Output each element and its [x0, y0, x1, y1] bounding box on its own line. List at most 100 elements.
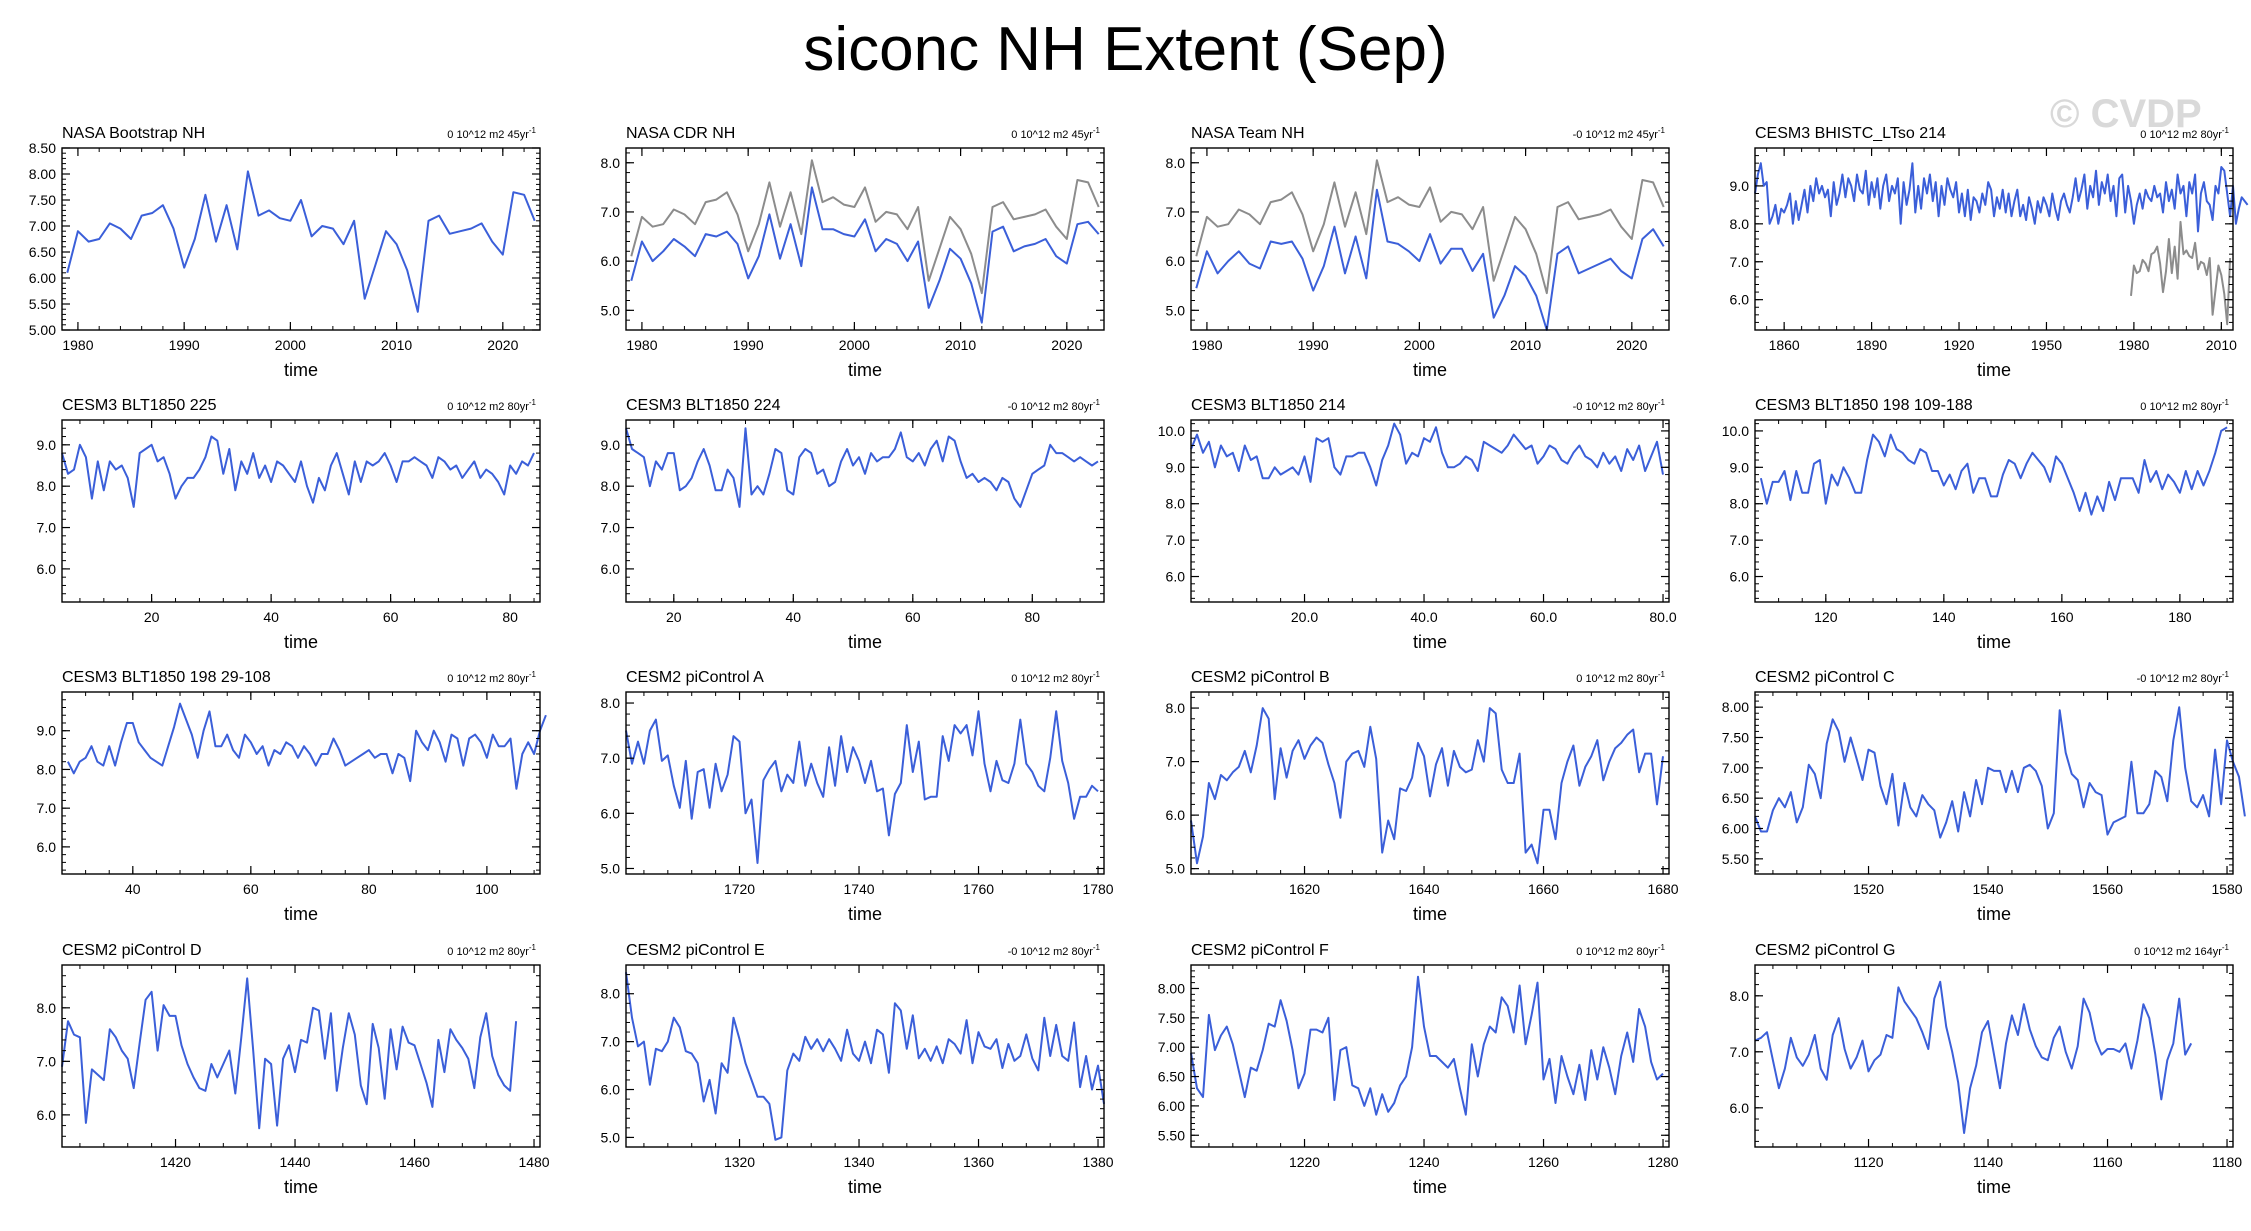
panel-title: CESM3 BLT1850 224 [626, 397, 781, 414]
panel-title: CESM3 BLT1850 198 29-108 [62, 669, 271, 686]
watermark: © CVDP [2050, 92, 2202, 136]
series-line [1754, 980, 2193, 1134]
y-tick-label: 5.00 [29, 322, 56, 338]
panel: CESM3 BHISTC_LTso 214 0 10^12 m2 80yr-1 6.… [1730, 125, 2249, 380]
y-tick-label: 6.0 [1166, 807, 1186, 823]
series-line [2130, 220, 2232, 326]
x-axis-label: time [1977, 360, 2011, 380]
x-tick-label: 1980 [2118, 337, 2149, 353]
panel: CESM2 piControl E -0 10^12 m2 80yr-1 5.0 6.… [601, 942, 1114, 1197]
trend-superscript: -1 [1658, 126, 1666, 135]
series-line [1754, 162, 2249, 233]
x-axis-label: time [284, 904, 318, 924]
y-tick-label: 6.0 [601, 253, 621, 269]
x-tick-label: 1360 [963, 1154, 994, 1170]
x-tick-label: 2010 [381, 337, 412, 353]
trend-text: -0 10^12 m2 80yr [1008, 946, 1094, 958]
series-line [1754, 706, 2246, 839]
trend-label: -0 10^12 m2 80yr-1 [1008, 943, 1101, 958]
panel-title: CESM2 piControl C [1755, 669, 1895, 686]
series-line [630, 186, 1100, 324]
panel-title: CESM2 piControl G [1755, 942, 1896, 959]
trend-superscript: -1 [1093, 398, 1101, 407]
trend-text: 0 10^12 m2 80yr [2140, 129, 2222, 141]
trend-superscript: -1 [2222, 943, 2230, 952]
x-tick-label: 1340 [843, 1154, 874, 1170]
trend-text: -0 10^12 m2 80yr [1008, 401, 1094, 413]
series-line [625, 972, 1105, 1141]
y-tick-label: 8.0 [601, 695, 621, 711]
panel: CESM3 BLT1850 198 29-108 0 10^12 m2 80yr-… [37, 669, 547, 924]
plot-frame [1754, 691, 2234, 875]
x-tick-label: 1320 [724, 1154, 755, 1170]
y-tick-label: 7.0 [1166, 754, 1186, 770]
y-tick-label: 8.0 [1730, 216, 1750, 232]
x-axis-label: time [284, 360, 318, 380]
trend-label: 0 10^12 m2 80yr-1 [447, 943, 536, 958]
y-tick-label: 10.0 [1158, 423, 1185, 439]
panel-title: CESM2 piControl E [626, 942, 765, 959]
x-tick-label: 2010 [1510, 337, 1541, 353]
x-tick-label: 100 [475, 881, 499, 897]
x-tick-label: 1950 [2031, 337, 2062, 353]
x-tick-label: 1420 [160, 1154, 191, 1170]
panel: CESM3 BLT1850 224 -0 10^12 m2 80yr-1 6.0 7.… [601, 397, 1105, 652]
x-tick-label: 160 [2050, 609, 2074, 625]
x-tick-label: 1890 [1856, 337, 1887, 353]
x-tick-label: 2010 [945, 337, 976, 353]
y-tick-label: 8.0 [1166, 496, 1186, 512]
panel: CESM2 piControl B 0 10^12 m2 80yr-1 5.0 6.0… [1166, 669, 1679, 924]
x-tick-label: 1580 [2211, 881, 2242, 897]
x-axis-label: time [848, 904, 882, 924]
x-tick-label: 80.0 [1649, 609, 1676, 625]
series-line [1195, 159, 1665, 295]
plot-frame [625, 964, 1105, 1148]
x-tick-label: 1460 [399, 1154, 430, 1170]
y-tick-label: 7.0 [1166, 204, 1186, 220]
series-line [1190, 975, 1664, 1116]
series-line [61, 435, 535, 508]
x-tick-label: 1660 [1528, 881, 1559, 897]
series-line [1190, 422, 1664, 487]
x-tick-label: 40 [125, 881, 141, 897]
x-tick-label: 2000 [1404, 337, 1435, 353]
x-tick-label: 60 [905, 609, 921, 625]
trend-text: -0 10^12 m2 45yr [1573, 129, 1659, 141]
y-tick-label: 8.0 [1730, 988, 1750, 1004]
x-tick-label: 2000 [839, 337, 870, 353]
panel: NASA CDR NH 0 10^12 m2 45yr-1 5.0 6.0 7.0 8.0… [601, 125, 1105, 380]
y-tick-label: 6.0 [1730, 292, 1750, 308]
y-tick-label: 9.0 [37, 437, 57, 453]
trend-label: 0 10^12 m2 80yr-1 [1576, 943, 1665, 958]
trend-text: 0 10^12 m2 80yr [1576, 946, 1658, 958]
trend-label: 0 10^12 m2 80yr-1 [2140, 126, 2229, 141]
plot-frame [625, 419, 1105, 603]
series-line [625, 427, 1099, 508]
x-tick-label: 1260 [1528, 1154, 1559, 1170]
y-tick-label: 8.0 [601, 986, 621, 1002]
y-tick-label: 8.0 [1166, 155, 1186, 171]
x-tick-label: 1180 [2212, 1154, 2242, 1170]
figure-title: siconc NH Extent (Sep) [803, 15, 1448, 84]
y-tick-label: 8.0 [601, 478, 621, 494]
plot-frame [625, 147, 1105, 331]
trend-label: -0 10^12 m2 45yr-1 [1573, 126, 1666, 141]
plot-frame [61, 964, 541, 1148]
x-tick-label: 1640 [1408, 881, 1439, 897]
trend-superscript: -1 [2222, 398, 2230, 407]
y-tick-label: 5.0 [1166, 861, 1186, 877]
panel-title: CESM2 piControl F [1191, 942, 1329, 959]
y-tick-label: 8.0 [37, 1000, 57, 1016]
y-tick-label: 6.0 [601, 1082, 621, 1098]
y-tick-label: 10.0 [1722, 423, 1749, 439]
series-line [1195, 188, 1665, 331]
x-axis-label: time [848, 632, 882, 652]
x-tick-label: 2020 [1616, 337, 1647, 353]
plot-frame [1754, 147, 2234, 331]
y-tick-label: 5.0 [601, 1129, 621, 1145]
x-tick-label: 180 [2168, 609, 2192, 625]
y-tick-label: 5.0 [601, 302, 621, 318]
y-tick-label: 7.0 [1730, 254, 1750, 270]
x-tick-label: 1920 [1943, 337, 1974, 353]
